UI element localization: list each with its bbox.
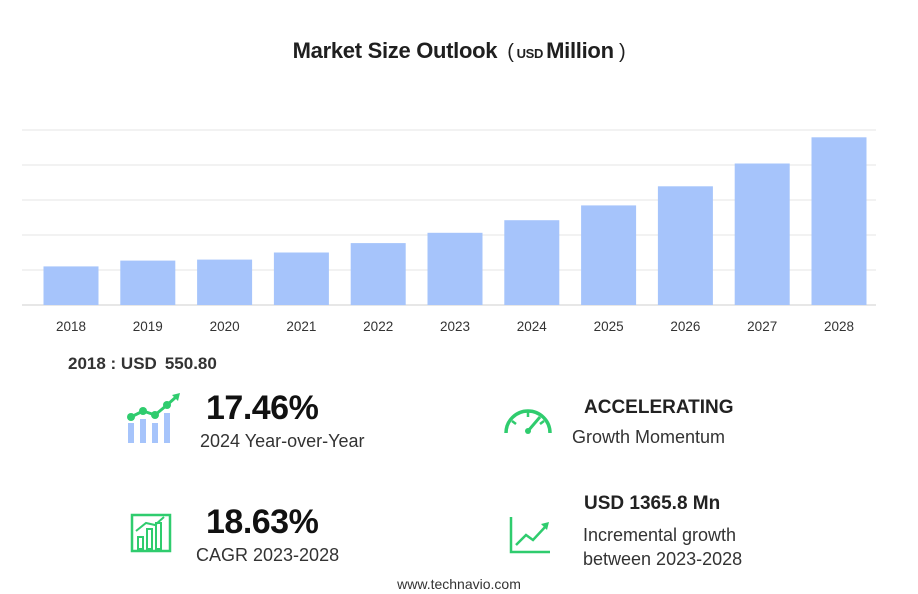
bar-2024 <box>504 220 560 305</box>
base-year-value: 2018 : USD 550.80 <box>68 354 217 374</box>
chart-unit: (USD Million ) <box>507 38 626 63</box>
cagr-label: CAGR 2023-2028 <box>196 545 340 565</box>
bar-2019 <box>120 260 176 305</box>
bar-2026 <box>657 186 713 305</box>
yoy-label: 2024 Year-over-Year <box>200 431 365 451</box>
x-tick-label-2022: 2022 <box>363 319 393 334</box>
x-tick-label-2027: 2027 <box>747 319 777 334</box>
incremental-head: USD 1365.8 Mn <box>584 493 721 514</box>
bar-2022 <box>350 243 406 306</box>
bar-chart: 2018 2019 2020 2021 2022 2023 2024 2025 2026 2027… <box>22 129 876 334</box>
bar-2023 <box>427 232 483 305</box>
base-year-amount: 550.80 <box>164 354 217 373</box>
x-tick-label-2024: 2024 <box>517 319 548 334</box>
unit-magnitude: Million <box>546 38 614 63</box>
chart-x-axis-labels: 2018 2019 2020 2021 2022 2023 2024 2025 2026 2027… <box>56 319 854 334</box>
bar-2028 <box>811 137 867 305</box>
unit-open-paren: ( <box>507 41 514 63</box>
chart-title-text: Market Size Outlook <box>292 38 498 63</box>
incremental-label-2: between 2023-2028 <box>583 549 743 569</box>
cagr-value: 18.63% <box>206 503 319 541</box>
x-tick-label-2021: 2021 <box>286 319 316 334</box>
growth-chart-icon <box>127 393 180 443</box>
x-tick-label-2026: 2026 <box>670 319 700 334</box>
yoy-value: 17.46% <box>206 389 319 427</box>
x-tick-label-2019: 2019 <box>133 319 163 334</box>
x-tick-label-2025: 2025 <box>594 319 624 334</box>
chart-title: Market Size Outlook (USD Million ) <box>0 38 918 64</box>
unit-close-paren: ) <box>618 41 626 63</box>
chart-bars <box>43 137 867 306</box>
bar-chart-icon <box>130 513 172 553</box>
stats-panel: 17.46% 2024 Year-over-Year ACCELERATING … <box>0 375 918 594</box>
momentum-head: ACCELERATING <box>584 397 734 418</box>
trend-line-icon <box>509 517 550 554</box>
footer-url: www.technavio.com <box>397 576 521 592</box>
bar-2027 <box>734 163 790 305</box>
x-tick-label-2028: 2028 <box>824 319 854 334</box>
unit-currency: USD <box>516 46 544 61</box>
x-tick-label-2018: 2018 <box>56 319 86 334</box>
speedometer-icon <box>504 409 552 434</box>
momentum-label: Growth Momentum <box>572 427 726 447</box>
bar-2025 <box>581 205 637 305</box>
x-tick-label-2023: 2023 <box>440 319 470 334</box>
bar-2020 <box>197 259 253 305</box>
bar-2021 <box>273 252 329 305</box>
base-year-label: 2018 : USD <box>68 354 157 373</box>
incremental-label-1: Incremental growth <box>583 525 737 545</box>
bar-2018 <box>43 266 99 305</box>
x-tick-label-2020: 2020 <box>210 319 240 334</box>
